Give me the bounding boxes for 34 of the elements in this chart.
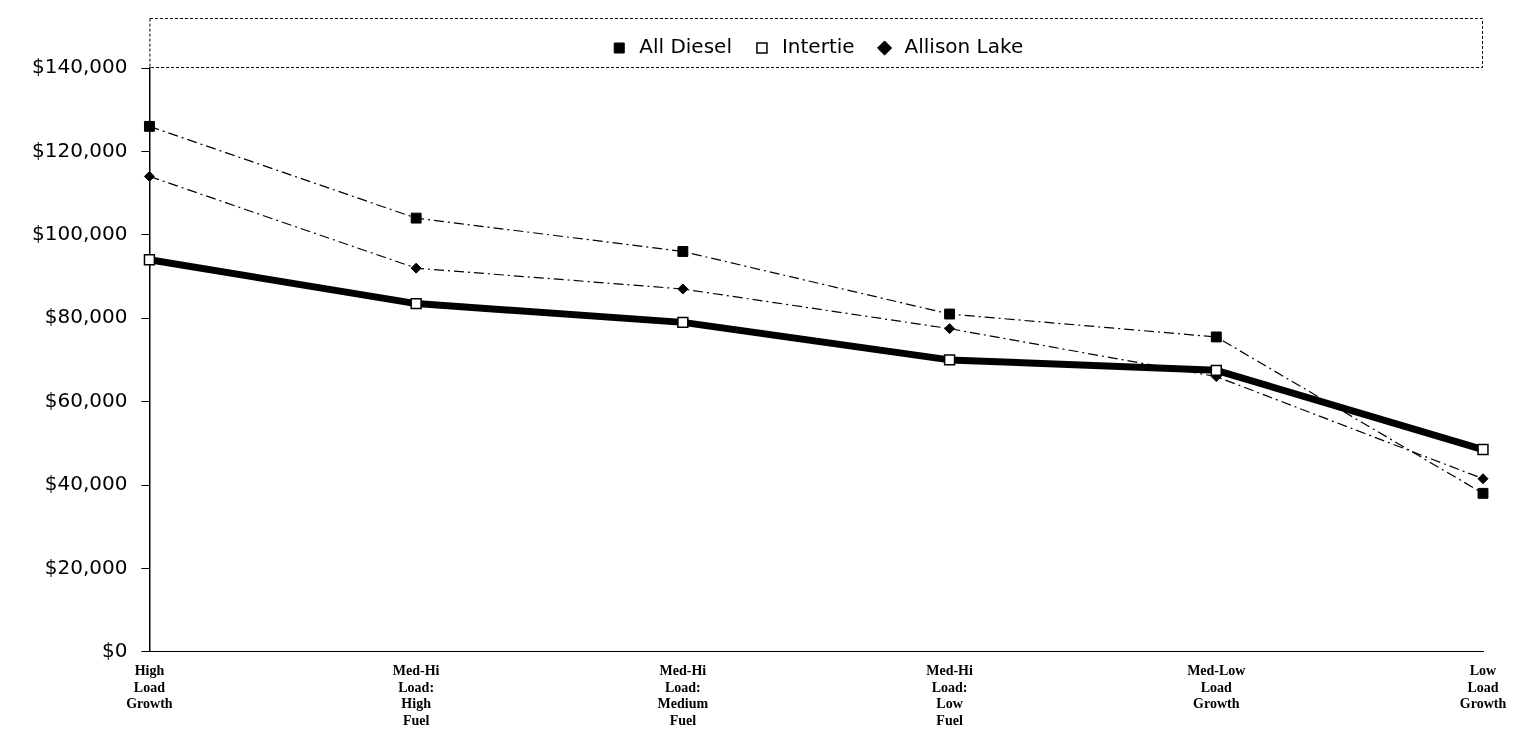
y-tick-label: $100,000	[31, 221, 128, 245]
y-tick-label: $60,000	[44, 387, 128, 412]
x-tick-label: Med-Hi Load: Low Fuel	[926, 662, 974, 729]
y-tick-label: $20,000	[44, 554, 128, 579]
point	[1477, 487, 1489, 499]
point	[410, 212, 422, 224]
point	[677, 316, 689, 329]
point	[410, 262, 422, 274]
point	[410, 297, 422, 310]
point	[1477, 473, 1489, 485]
point	[943, 354, 956, 366]
point	[944, 323, 956, 335]
point	[944, 308, 956, 320]
legend-label: Intertie	[781, 34, 855, 59]
point	[143, 254, 156, 266]
y-tick-label: $80,000	[44, 304, 128, 329]
x-tick-label: High Load Growth	[126, 662, 173, 712]
legend-label: Allison Lake	[904, 34, 1024, 59]
x-tick-label: Med-Low Load Growth	[1187, 662, 1247, 712]
x-tick-label: Med-Hi Load: High Fuel	[392, 662, 440, 729]
point	[677, 246, 689, 257]
legend-label: All Diesel	[639, 34, 732, 59]
y-tick-label: $0	[101, 638, 128, 662]
point	[1210, 364, 1222, 377]
y-tick-label: $120,000	[31, 137, 128, 162]
y-tick-label: $140,000	[31, 54, 128, 79]
y-tick-label: $40,000	[44, 471, 128, 496]
point	[143, 120, 155, 132]
x-tick-label: Low Load Growth	[1459, 662, 1507, 712]
point	[143, 170, 155, 182]
point	[1210, 331, 1222, 343]
x-tick-label: Med-Hi Load: Medium Fuel	[657, 662, 709, 729]
point	[677, 283, 689, 295]
point	[1477, 443, 1489, 456]
